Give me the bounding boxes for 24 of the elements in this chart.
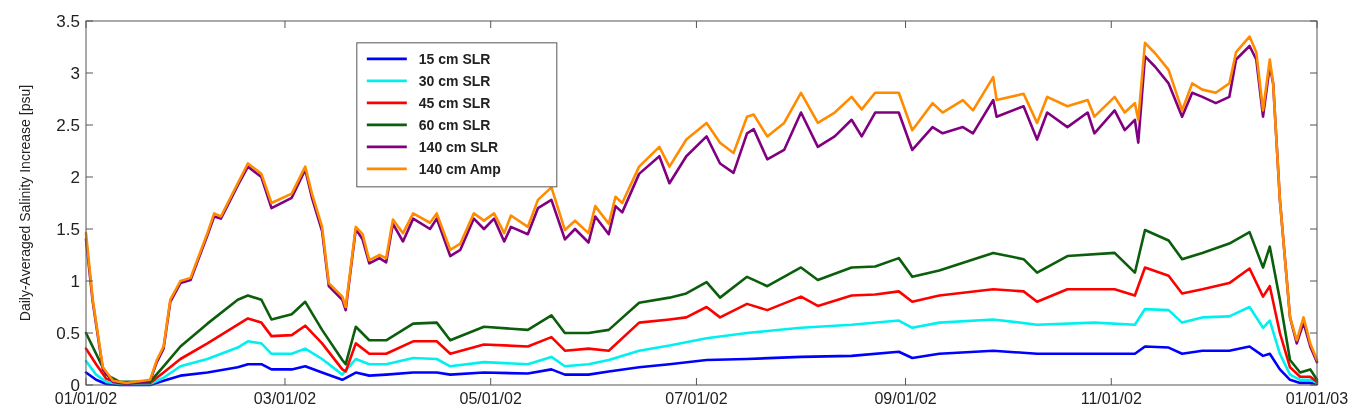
y-tick-label: 1.5 bbox=[56, 220, 80, 239]
line-series bbox=[84, 266, 1319, 385]
legend-label: 30 cm SLR bbox=[418, 72, 491, 89]
x-tick-label: 05/01/02 bbox=[459, 390, 522, 407]
y-tick-label: 2 bbox=[70, 168, 80, 187]
legend-label: 15 cm SLR bbox=[418, 50, 491, 67]
line-series bbox=[84, 305, 1319, 386]
line-series bbox=[84, 228, 1319, 384]
x-tick-label: 03/01/02 bbox=[253, 390, 317, 407]
x-tick-label: 01/01/03 bbox=[1285, 390, 1349, 407]
y-tick-label: 3.5 bbox=[56, 12, 80, 31]
x-tick-label: 07/01/02 bbox=[665, 390, 728, 407]
x-tick-label: 01/01/02 bbox=[54, 390, 118, 407]
x-tick-label: 11/01/02 bbox=[1080, 390, 1142, 407]
legend-label: 60 cm SLR bbox=[418, 116, 491, 133]
y-axis-title: Daily-Averaged Salinity Increase [psu] bbox=[17, 84, 33, 322]
x-tick-label: 09/01/02 bbox=[874, 390, 937, 407]
legend-label: 140 cm Amp bbox=[418, 160, 501, 177]
legend-label: 45 cm SLR bbox=[418, 94, 491, 111]
y-tick-label: 3 bbox=[70, 64, 80, 83]
y-tick-label: 0.5 bbox=[56, 324, 80, 343]
legend-label: 140 cm SLR bbox=[418, 138, 499, 155]
y-tick-label: 1 bbox=[70, 272, 80, 291]
y-tick-label: 2.5 bbox=[56, 116, 80, 135]
